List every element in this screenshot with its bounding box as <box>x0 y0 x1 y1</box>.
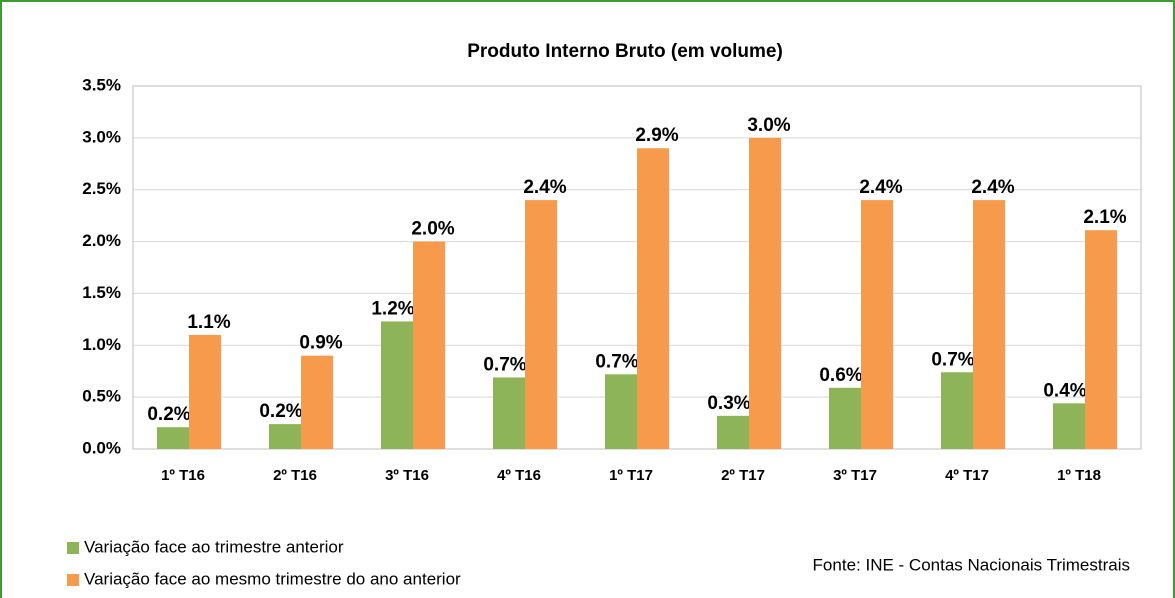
y-tick-label: 3.0% <box>82 127 121 146</box>
bar <box>717 415 749 449</box>
y-tick-label: 2.0% <box>82 231 121 250</box>
y-tick-label: 2.5% <box>82 179 121 198</box>
legend-label: Variação face ao mesmo trimestre do ano … <box>84 569 461 588</box>
chart-title: Produto Interno Bruto (em volume) <box>467 41 783 62</box>
data-label: 0.2% <box>147 404 190 425</box>
data-label: 2.1% <box>1083 207 1126 228</box>
y-tick-label: 0.5% <box>82 387 121 406</box>
x-tick-label: 4º T17 <box>945 467 989 484</box>
bar <box>301 355 333 449</box>
data-label: 2.4% <box>971 177 1014 198</box>
bar <box>861 200 893 449</box>
bar <box>1053 403 1085 449</box>
data-label: 1.2% <box>371 298 414 319</box>
y-tick-label: 0.0% <box>82 438 121 457</box>
data-label: 0.7% <box>931 349 974 370</box>
bar <box>973 200 1005 449</box>
legend-label: Variação face ao trimestre anterior <box>84 537 344 556</box>
data-label: 2.4% <box>859 177 902 198</box>
bar <box>493 377 525 449</box>
data-label: 0.4% <box>1043 380 1086 401</box>
bar <box>1085 230 1117 449</box>
data-label: 3.0% <box>747 115 790 136</box>
x-tick-label: 1º T16 <box>161 467 205 484</box>
data-label: 0.9% <box>299 333 342 354</box>
data-label: 2.9% <box>635 125 678 146</box>
y-tick-label: 1.5% <box>82 283 121 302</box>
bar <box>157 427 189 449</box>
x-tick-label: 2º T16 <box>273 467 317 484</box>
bar <box>941 372 973 449</box>
bar <box>605 374 637 449</box>
bar <box>525 200 557 449</box>
x-tick-label: 1º T17 <box>609 467 653 484</box>
source-note: Fonte: INE - Contas Nacionais Trimestrai… <box>813 555 1130 574</box>
data-label: 0.7% <box>483 354 526 375</box>
data-label: 1.1% <box>187 312 230 333</box>
data-label: 0.6% <box>819 365 862 386</box>
x-tick-label: 3º T16 <box>385 467 429 484</box>
bar <box>829 387 861 449</box>
data-label: 0.2% <box>259 401 302 422</box>
bar <box>269 424 301 449</box>
x-tick-label: 3º T17 <box>833 467 877 484</box>
y-tick-label: 1.0% <box>82 335 121 354</box>
data-label: 0.3% <box>707 393 750 414</box>
bar <box>637 148 669 449</box>
bar <box>189 334 221 449</box>
data-label: 0.7% <box>595 351 638 372</box>
x-tick-label: 1º T18 <box>1057 467 1101 484</box>
y-tick-label: 3.5% <box>82 75 121 94</box>
legend-swatch <box>67 574 79 586</box>
bar <box>381 321 413 449</box>
data-label: 2.4% <box>523 177 566 198</box>
x-tick-label: 4º T16 <box>497 467 541 484</box>
bar <box>749 137 781 449</box>
bar <box>413 241 445 449</box>
data-label: 2.0% <box>411 219 454 240</box>
x-tick-label: 2º T17 <box>721 467 765 484</box>
legend-swatch <box>67 542 79 554</box>
